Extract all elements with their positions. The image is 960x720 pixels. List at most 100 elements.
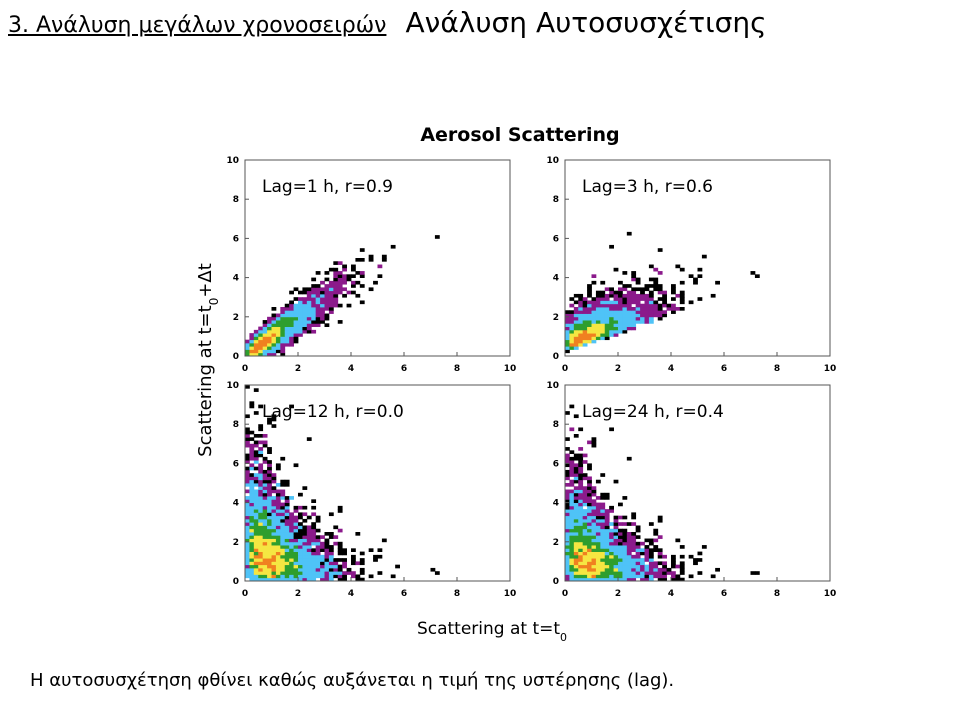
density-cell bbox=[333, 261, 339, 265]
density-cell bbox=[604, 293, 610, 298]
density-cell bbox=[622, 284, 628, 288]
x-axis-label: Scattering at t=t0 bbox=[417, 619, 567, 644]
density-cell bbox=[298, 320, 303, 324]
density-cell bbox=[302, 528, 308, 533]
density-cell bbox=[302, 571, 308, 575]
density-cell bbox=[675, 564, 681, 569]
density-cell bbox=[565, 316, 570, 321]
density-cell bbox=[653, 574, 659, 579]
density-cell bbox=[351, 280, 356, 285]
density-cell bbox=[595, 518, 601, 523]
density-cell bbox=[320, 300, 325, 305]
density-cell bbox=[582, 554, 588, 559]
density-cell bbox=[578, 316, 584, 321]
density-cell bbox=[697, 551, 703, 556]
density-cell bbox=[253, 349, 259, 354]
density-cell bbox=[613, 567, 619, 572]
density-cell bbox=[635, 316, 641, 321]
density-cell bbox=[613, 326, 619, 331]
density-cell bbox=[626, 564, 632, 569]
density-cell bbox=[591, 307, 597, 311]
density-cell bbox=[258, 349, 264, 354]
density-cell bbox=[569, 528, 575, 533]
density-cell bbox=[249, 466, 255, 471]
density-cell bbox=[565, 476, 570, 481]
density-cell bbox=[253, 466, 259, 471]
density-cell bbox=[613, 310, 619, 314]
density-cell bbox=[565, 564, 570, 569]
x-tick-label: 2 bbox=[295, 364, 301, 374]
density-cell bbox=[267, 316, 272, 321]
density-cell bbox=[565, 499, 570, 503]
density-cell bbox=[245, 499, 250, 503]
density-cell bbox=[622, 567, 628, 572]
density-cell bbox=[578, 329, 584, 334]
x-tick-label: 0 bbox=[562, 364, 568, 374]
density-cell bbox=[609, 290, 614, 295]
density-cell bbox=[591, 558, 597, 562]
density-cell bbox=[258, 466, 264, 471]
density-cell bbox=[587, 284, 592, 288]
density-cell bbox=[289, 329, 294, 334]
density-cell bbox=[600, 492, 606, 497]
density-cell bbox=[595, 538, 601, 543]
density-cell bbox=[267, 577, 272, 582]
density-cell bbox=[280, 571, 286, 575]
density-cell bbox=[618, 329, 623, 334]
density-cell bbox=[679, 564, 685, 569]
density-cell bbox=[298, 492, 303, 497]
density-cell bbox=[591, 571, 597, 575]
density-cell bbox=[271, 577, 277, 582]
density-cell bbox=[631, 564, 637, 569]
density-cell bbox=[609, 329, 614, 334]
density-cell bbox=[618, 313, 623, 318]
density-cell bbox=[245, 339, 250, 344]
density-cell bbox=[600, 548, 606, 552]
density-cell bbox=[715, 280, 720, 285]
density-cell bbox=[693, 277, 698, 282]
density-cell bbox=[253, 473, 259, 477]
density-cell bbox=[245, 574, 250, 579]
density-cell bbox=[258, 492, 264, 497]
density-cell bbox=[653, 303, 659, 308]
density-cell bbox=[591, 515, 597, 520]
density-cell bbox=[315, 320, 321, 324]
density-cell bbox=[569, 404, 575, 409]
density-cell bbox=[578, 535, 584, 539]
density-cell bbox=[381, 538, 387, 543]
density-cell bbox=[293, 574, 299, 579]
density-cell bbox=[662, 297, 667, 301]
density-cell bbox=[275, 313, 281, 318]
density-cell bbox=[587, 499, 592, 503]
density-cell bbox=[578, 554, 584, 559]
density-cell bbox=[245, 515, 250, 520]
density-cell bbox=[613, 518, 619, 523]
density-cell bbox=[631, 577, 637, 582]
density-cell bbox=[595, 300, 601, 305]
density-cell bbox=[587, 287, 592, 292]
density-cell bbox=[262, 479, 268, 484]
density-cell bbox=[311, 564, 317, 569]
density-cell bbox=[587, 329, 592, 334]
density-cell bbox=[600, 336, 606, 341]
density-cell bbox=[648, 264, 654, 269]
density-cell bbox=[342, 577, 347, 582]
density-cell bbox=[573, 505, 579, 510]
density-cell bbox=[587, 290, 592, 295]
density-cell bbox=[578, 551, 584, 556]
density-cell bbox=[565, 437, 570, 441]
density-cell bbox=[582, 486, 588, 490]
density-cell bbox=[565, 541, 570, 546]
density-cell bbox=[342, 551, 347, 556]
density-cell bbox=[595, 333, 601, 337]
density-cell bbox=[306, 323, 312, 327]
density-cell bbox=[311, 548, 317, 552]
density-cell bbox=[306, 307, 312, 311]
density-cell bbox=[573, 502, 579, 507]
density-cell bbox=[275, 492, 281, 497]
density-cell bbox=[293, 538, 299, 543]
density-cell bbox=[280, 316, 286, 321]
density-cell bbox=[280, 496, 286, 500]
density-cell bbox=[679, 267, 685, 272]
density-cell bbox=[622, 287, 628, 292]
